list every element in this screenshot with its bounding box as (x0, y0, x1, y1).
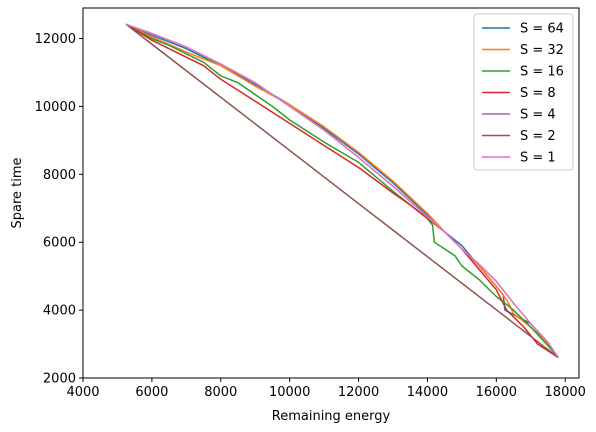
y-axis: 2000 4000 6000 8000 10000 12000 (35, 32, 83, 387)
y-axis-label: Spare time (10, 157, 25, 228)
series-line-5 (125, 23, 559, 359)
legend-label: S = 4 (520, 108, 556, 123)
x-tick-label: 16000 (476, 385, 517, 400)
y-tick-label: 4000 (43, 304, 76, 319)
x-tick-label: 6000 (135, 385, 168, 400)
legend-label: S = 16 (520, 65, 564, 80)
series-layer (125, 23, 559, 359)
legend-label: S = 1 (520, 151, 556, 166)
x-tick-label: 4000 (66, 385, 99, 400)
series-line-3 (125, 23, 559, 359)
legend-label: S = 32 (520, 43, 564, 58)
y-tick-label: 10000 (35, 100, 76, 115)
legend: S = 64 S = 32 S = 16 S = 8 S = 4 S = 2 S = 1 (473, 13, 574, 171)
x-axis-label: Remaining energy (272, 409, 391, 424)
y-tick-label: 12000 (35, 32, 76, 47)
x-tick-label: 14000 (407, 385, 448, 400)
legend-label: S = 8 (520, 86, 556, 101)
plot-frame (82, 7, 580, 379)
x-tick-label: 12000 (338, 385, 379, 400)
x-axis: 4000 6000 8000 10000 12000 14000 16000 18000 (66, 378, 586, 400)
legend-label: S = 2 (520, 129, 556, 144)
legend-box (473, 13, 574, 171)
series-line-1 (125, 23, 559, 359)
y-tick-label: 2000 (43, 372, 76, 387)
y-tick-label: 8000 (43, 168, 76, 183)
legend-label: S = 64 (520, 22, 564, 37)
series-line-6 (125, 23, 559, 359)
x-tick-label: 8000 (204, 385, 237, 400)
x-tick-label: 18000 (545, 385, 586, 400)
y-tick-label: 6000 (43, 236, 76, 251)
x-tick-label: 10000 (269, 385, 310, 400)
